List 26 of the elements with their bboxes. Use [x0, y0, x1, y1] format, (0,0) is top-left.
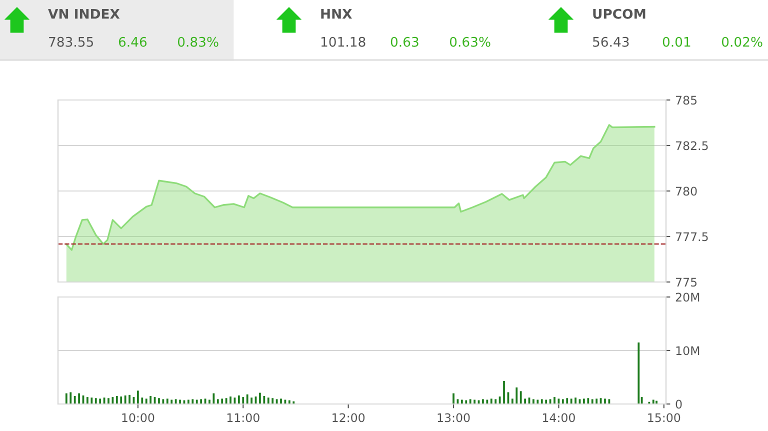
y-tick-label: 782.5: [676, 141, 708, 150]
x-tick-label: 11:00: [227, 413, 260, 422]
text: VN INDEX: [48, 9, 120, 19]
x-tick-label: 13:00: [438, 413, 470, 422]
y-tick-label: 777.5: [676, 232, 708, 242]
text: 101.18: [321, 36, 366, 47]
x-tick-label: 10:00: [122, 413, 154, 422]
text: 0.02%: [722, 36, 762, 47]
text: 0.83%: [178, 36, 218, 47]
y-tick-label: 780: [676, 186, 697, 196]
text: 6.46: [118, 36, 147, 47]
text: 0.01: [662, 36, 690, 47]
y-tick-label: 20M: [676, 292, 700, 302]
y-tick-label: 0: [676, 400, 682, 409]
text: 56.43: [593, 36, 629, 47]
x-tick-label: 12:00: [332, 413, 365, 422]
text: 783.55: [49, 36, 94, 47]
text: UPCOM: [593, 8, 646, 19]
x-tick-label: 15:00: [648, 413, 680, 422]
x-tick-label: 14:00: [542, 413, 575, 422]
y-tick-label: 10M: [676, 346, 700, 356]
y-tick-label: 775: [676, 278, 697, 287]
y-tick-label: 785: [676, 96, 697, 105]
text: HNX: [321, 9, 352, 19]
text: 0.63%: [450, 36, 490, 47]
text: 0.63: [390, 36, 418, 47]
